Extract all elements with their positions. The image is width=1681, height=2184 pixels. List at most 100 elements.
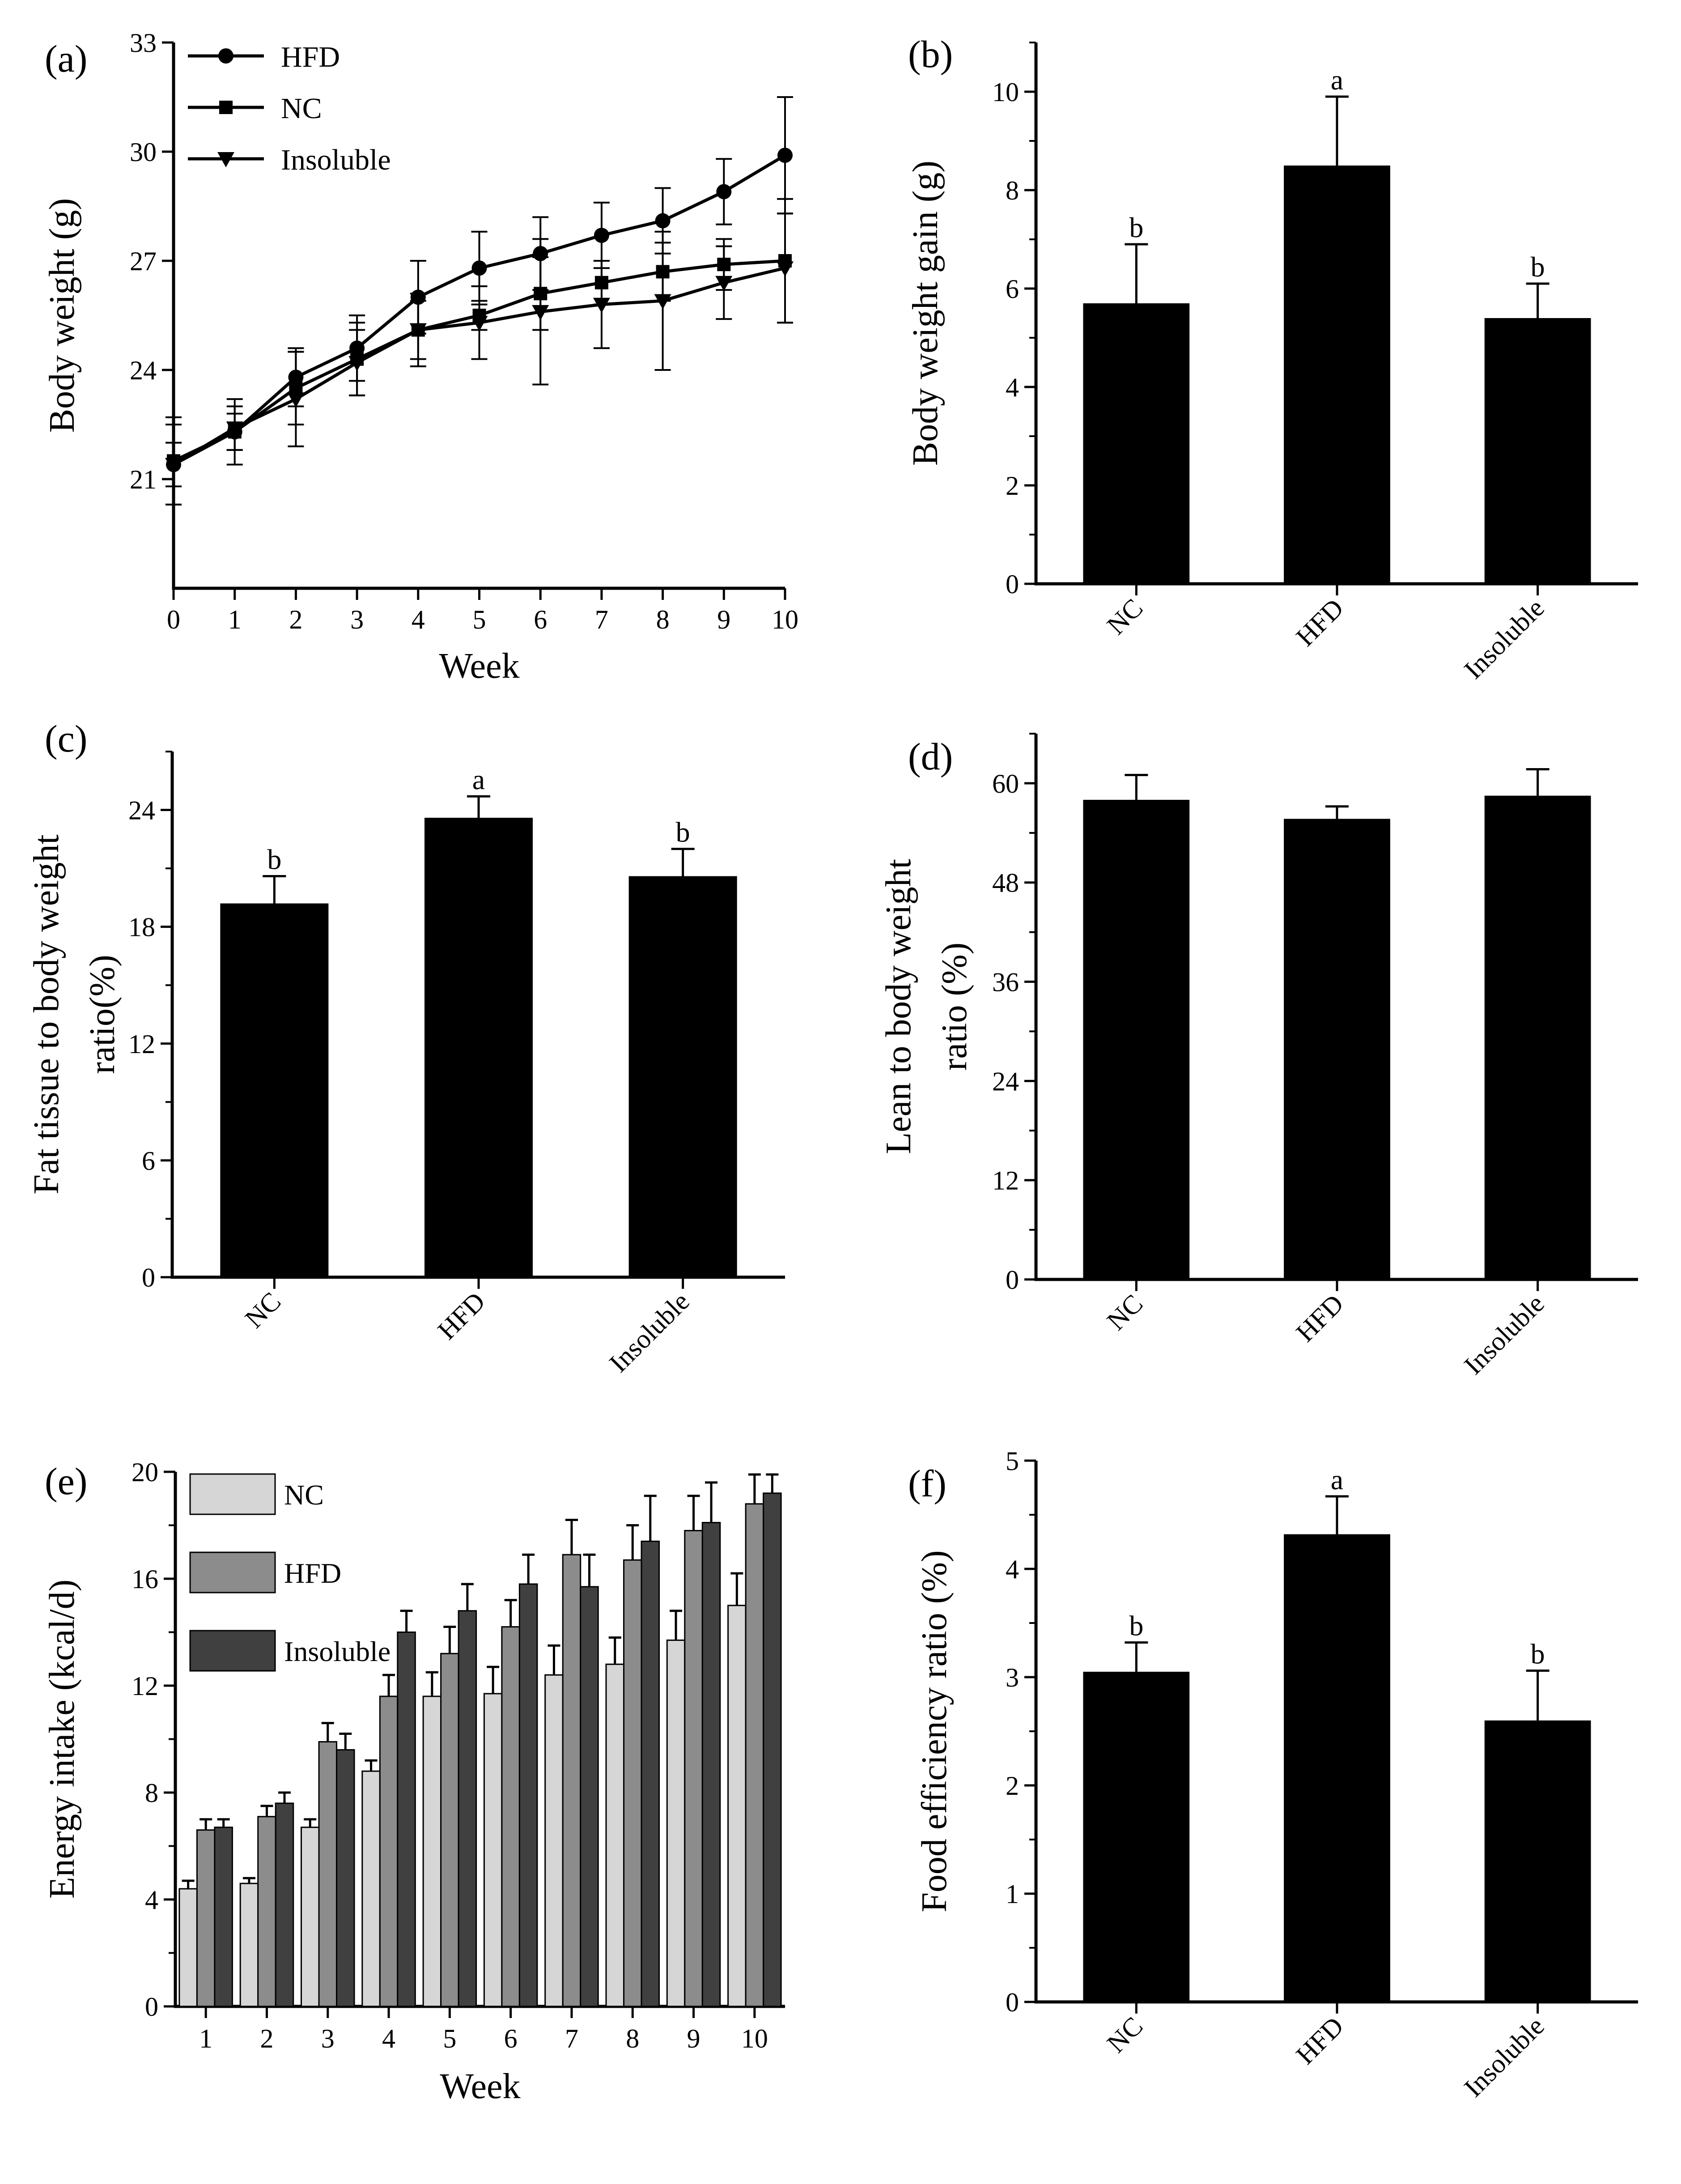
bar-insoluble (275, 1802, 294, 2007)
x-tick-label: HFD (1290, 593, 1350, 652)
y-axis-label: ratio(%) (83, 955, 122, 1074)
y-tick-label: 21 (130, 465, 157, 494)
x-tick-label: NC (1101, 1289, 1149, 1336)
y-tick-label: 24 (128, 796, 155, 825)
panel-label: (e) (45, 1460, 87, 1503)
bar-hfd (196, 1829, 216, 2007)
significance-label: b (676, 816, 690, 848)
bar-insoluble (580, 1586, 599, 2007)
chart-panel-b: (b) 0 2 4 6 8 10 Body weight gain (g) b NC a HFD b In… (906, 33, 1638, 684)
y-axis-label: Fat tissue to body weight (27, 834, 66, 1194)
y-tick-label: 60 (992, 769, 1019, 799)
y-tick-label: 0 (1006, 1265, 1019, 1295)
y-tick-label: 6 (1006, 274, 1019, 304)
bar (220, 903, 329, 1277)
x-tick-label: 3 (350, 605, 364, 634)
x-tick-label: 4 (412, 605, 425, 634)
data-point (409, 323, 427, 339)
bar-hfd (562, 1554, 582, 2007)
y-tick-label: 0 (1006, 569, 1019, 599)
significance-label: b (1129, 212, 1143, 243)
legend-label: NC (281, 92, 322, 125)
data-point (348, 356, 366, 371)
y-axis-label: ratio (%) (935, 943, 974, 1071)
bar-hfd (745, 1503, 764, 2007)
data-point (165, 458, 182, 473)
y-tick-label: 1 (1006, 1879, 1019, 1909)
x-tick-label: 10 (741, 2024, 768, 2053)
panel-label: (c) (45, 717, 87, 760)
panel-label: (d) (908, 735, 953, 778)
data-point (716, 184, 732, 200)
bar-hfd (379, 1695, 399, 2007)
bar-nc (361, 1770, 381, 2007)
legend: HFD NC Insoluble (188, 41, 391, 176)
x-tick-label: 7 (595, 605, 608, 634)
bar (1083, 303, 1190, 584)
x-tick-label: 8 (656, 605, 670, 634)
y-tick-label: 0 (142, 1263, 155, 1292)
x-tick-label: 2 (289, 605, 302, 634)
y-tick-label: 27 (130, 246, 157, 276)
bar-hfd (623, 1559, 642, 2007)
data-point (287, 392, 305, 408)
bar-nc (239, 1882, 259, 2007)
bar (1284, 166, 1390, 584)
legend-swatch (189, 1551, 276, 1593)
legend-swatch (189, 1473, 276, 1515)
bar-nc (544, 1674, 564, 2007)
bar-nc (605, 1663, 624, 2007)
y-tick-label: 12 (132, 1671, 158, 1701)
x-tick-label: 9 (717, 605, 730, 634)
bar (1484, 1720, 1591, 2002)
y-axis-label: Lean to body weight (879, 859, 918, 1154)
y-axis-label: Body weight (g) (42, 198, 82, 433)
data-point (654, 294, 671, 310)
bar (1083, 1671, 1190, 2002)
data-point (715, 276, 733, 291)
y-tick-label: 33 (130, 28, 157, 58)
y-tick-label: 4 (1006, 373, 1019, 402)
data-point (219, 101, 233, 114)
series-insoluble (165, 212, 794, 506)
bar-insoluble (214, 1827, 233, 2007)
significance-label: b (267, 844, 281, 875)
significance-label: a (1331, 64, 1343, 96)
significance-label: a (472, 764, 485, 795)
bar-hfd (501, 1626, 520, 2007)
y-tick-label: 8 (145, 1778, 158, 1808)
x-tick-label: 3 (321, 2024, 335, 2053)
bar (1484, 318, 1591, 584)
x-tick-label: HFD (1290, 1289, 1350, 1348)
panel-label: (f) (908, 1462, 947, 1505)
bar-hfd (257, 1816, 276, 2007)
x-tick-label: 1 (199, 2024, 212, 2053)
panel-label: (a) (45, 37, 87, 80)
y-tick-label: 30 (130, 137, 157, 167)
chart-panel-f: (f) 0 1 2 3 4 5 Food efficiency ratio (%) b NC a HF… (908, 1446, 1638, 2103)
x-tick-label: 0 (167, 605, 180, 634)
y-tick-label: 48 (992, 868, 1019, 898)
x-tick-label: 4 (382, 2024, 395, 2053)
data-point (777, 261, 794, 277)
x-tick-label: 6 (504, 2024, 518, 2053)
x-tick-label: 6 (534, 605, 547, 634)
y-tick-label: 12 (128, 1029, 155, 1059)
x-tick-label: 10 (772, 605, 798, 634)
y-tick-label: 4 (145, 1885, 158, 1915)
bar (1284, 1534, 1390, 2002)
bar (1484, 795, 1591, 1279)
legend-label: HFD (281, 41, 340, 73)
bar-hfd (684, 1530, 703, 2007)
x-tick-label: NC (1101, 2011, 1149, 2059)
y-tick-label: 3 (1006, 1663, 1019, 1692)
y-tick-label: 5 (1006, 1446, 1019, 1476)
x-tick-label: 8 (626, 2024, 639, 2053)
legend-label: Insoluble (284, 1636, 391, 1667)
bar-nc (422, 1695, 442, 2007)
x-tick-label: Insoluble (1458, 2011, 1550, 2103)
bar-insoluble (518, 1583, 538, 2007)
y-tick-label: 6 (142, 1146, 155, 1176)
bar-nc (178, 1888, 198, 2007)
